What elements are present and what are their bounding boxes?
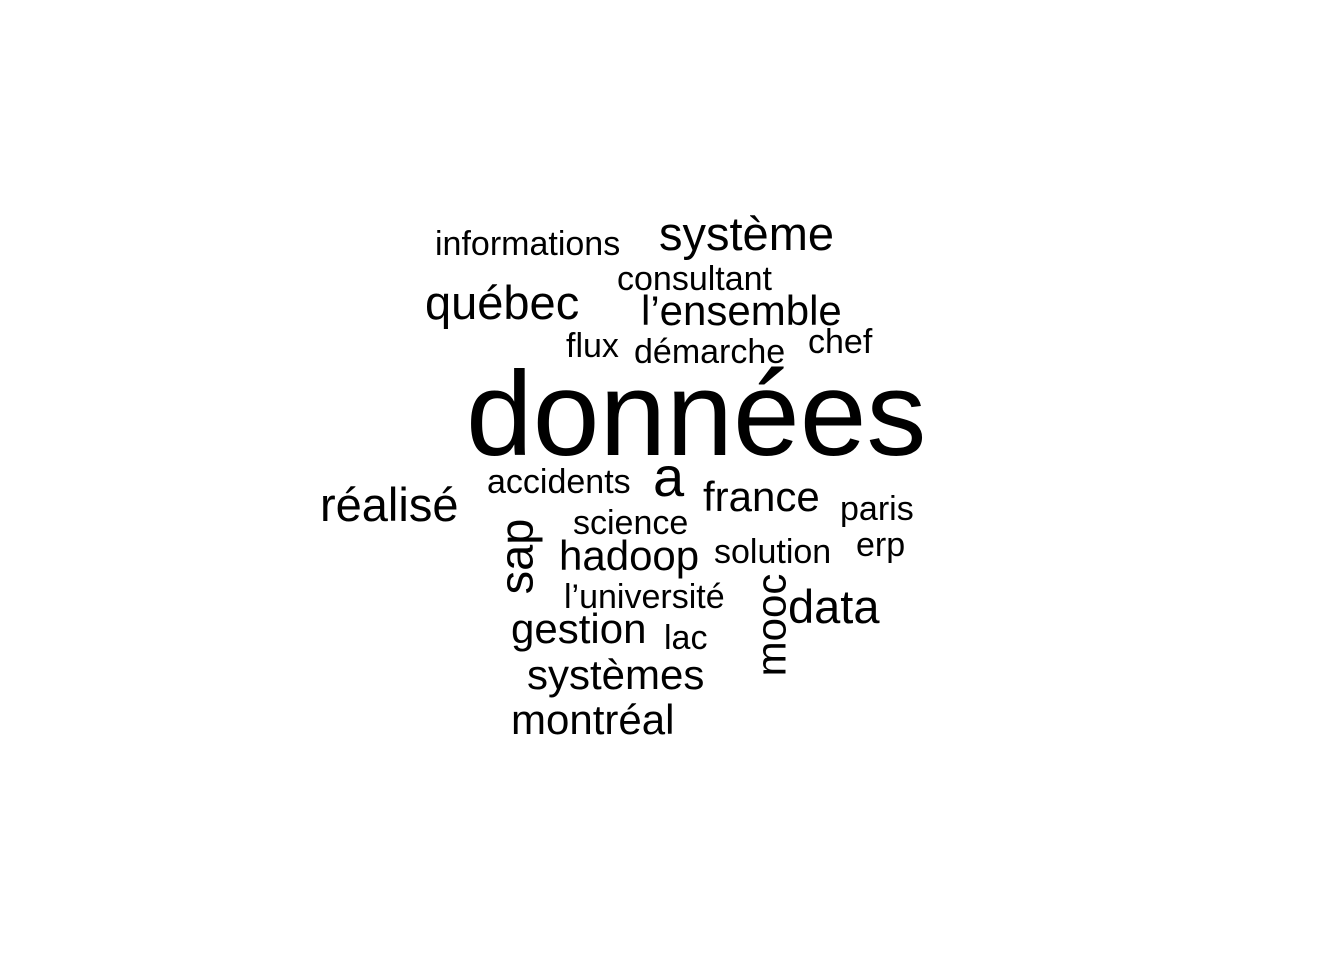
word-science: science bbox=[573, 504, 689, 542]
word-quebec: québec bbox=[425, 276, 580, 329]
word-systeme: système bbox=[659, 207, 834, 260]
word-donnees: données bbox=[466, 347, 927, 481]
word-sap: sap bbox=[489, 518, 543, 595]
word-accidents: accidents bbox=[487, 463, 631, 501]
word-chef: chef bbox=[808, 323, 873, 361]
word-gestion: gestion bbox=[511, 605, 647, 652]
word-paris: paris bbox=[840, 490, 914, 528]
word-mooc: mooc bbox=[747, 573, 795, 677]
word-luniversite: l’université bbox=[564, 578, 725, 616]
word-consultant: consultant bbox=[617, 260, 772, 298]
word-a: a bbox=[653, 445, 685, 508]
word-systemes: systèmes bbox=[527, 651, 705, 698]
word-solution: solution bbox=[714, 533, 832, 571]
word-demarche: démarche bbox=[634, 333, 786, 371]
word-flux: flux bbox=[566, 327, 619, 365]
word-realise: réalisé bbox=[320, 478, 459, 531]
word-hadoop: hadoop bbox=[559, 532, 700, 579]
word-lensemble: l’ensemble bbox=[641, 287, 842, 334]
word-france: france bbox=[703, 473, 820, 520]
word-montreal: montréal bbox=[511, 696, 675, 743]
word-erp: erp bbox=[856, 526, 906, 564]
word-informations: informations bbox=[435, 225, 621, 263]
word-lac: lac bbox=[664, 619, 708, 657]
word-data: data bbox=[788, 580, 880, 633]
